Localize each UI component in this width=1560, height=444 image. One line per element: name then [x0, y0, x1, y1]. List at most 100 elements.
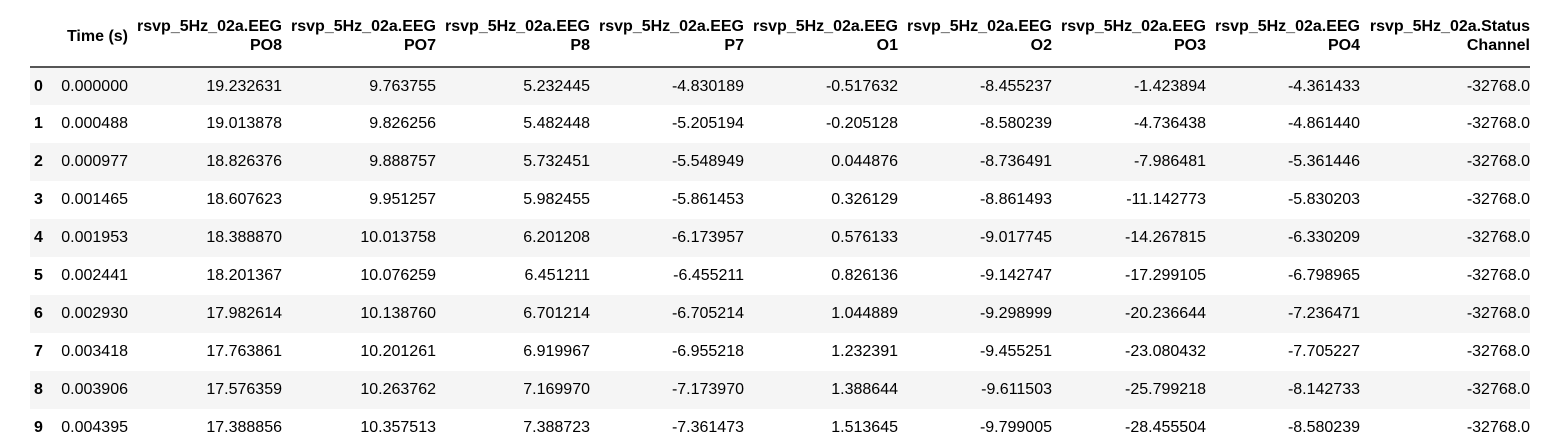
table-cell: -6.705214	[671, 305, 744, 322]
table-cell: -6.955218	[671, 343, 744, 360]
table-row: 9 0.004395 17.388856 10.357513 7.388723 -7.36…	[30, 409, 1530, 444]
table-cell: 1.044889	[831, 305, 898, 322]
table-cell: -23.080432	[1125, 343, 1206, 360]
column-header: rsvp_5Hz_02a.EEG P7	[590, 6, 744, 68]
table-cell: -8.736491	[979, 153, 1052, 170]
row-index: 6	[34, 305, 43, 322]
table-cell: 18.201367	[206, 267, 282, 284]
table-cell: -32768.0	[1466, 77, 1530, 95]
table-cell: -4.736438	[1133, 115, 1206, 132]
table-body: 0 0.000000 19.232631 9.763755 5.232445 -4.830…	[30, 67, 1530, 444]
table-cell: 10.138760	[360, 305, 436, 322]
index-corner-header	[30, 6, 50, 68]
table-row: 5 0.002441 18.201367 10.076259 6.451211 -6.45…	[30, 257, 1530, 295]
table-cell: 6.201208	[523, 229, 590, 246]
row-index: 1	[34, 115, 43, 132]
table-row: 3 0.001465 18.607623 9.951257 5.982455 -5.861…	[30, 181, 1530, 219]
row-index: 8	[34, 381, 43, 398]
row-index: 3	[34, 191, 43, 208]
column-header-line: O1	[876, 37, 898, 54]
table-cell: 0.000000	[61, 77, 128, 95]
table-cell: -4.861440	[1287, 115, 1360, 132]
column-header-line: O2	[1030, 37, 1052, 54]
table-cell: 6.701214	[523, 305, 590, 322]
table-row: 8 0.003906 17.576359 10.263762 7.169970 -7.17…	[30, 371, 1530, 409]
table-cell: -6.798965	[1287, 267, 1360, 284]
table-cell: -5.830203	[1287, 191, 1360, 208]
column-header-line: rsvp_5Hz_02a.EEG	[1061, 18, 1206, 35]
table-cell: 10.357513	[360, 419, 436, 436]
table-cell: 10.013758	[360, 229, 436, 246]
column-header: rsvp_5Hz_02a.Status Channel	[1360, 6, 1530, 68]
table-cell: 0.326129	[831, 191, 898, 208]
table-cell: -6.455211	[673, 267, 744, 284]
table-cell: -9.298999	[979, 305, 1052, 322]
table-cell: 7.169970	[523, 381, 590, 398]
table-cell: -7.361473	[671, 419, 744, 436]
table-cell: 5.482448	[523, 115, 590, 132]
table-cell: -32768.0	[1466, 191, 1530, 208]
column-header-line: Time (s)	[66, 27, 128, 45]
table-cell: -8.142733	[1287, 381, 1360, 398]
table-row: 0 0.000000 19.232631 9.763755 5.232445 -4.830…	[30, 67, 1530, 105]
table-row: 2 0.000977 18.826376 9.888757 5.732451 -5.548…	[30, 143, 1530, 181]
table-cell: -32768.0	[1466, 267, 1530, 284]
table-cell: -4.361433	[1287, 77, 1360, 95]
table-cell: -32768.0	[1466, 419, 1530, 436]
table-cell: 6.451211	[524, 267, 590, 284]
table-cell: 0.003906	[61, 381, 128, 398]
column-header: rsvp_5Hz_02a.EEG PO7	[282, 6, 436, 68]
table-cell: 17.982614	[206, 305, 282, 322]
table-cell: -7.705227	[1287, 343, 1360, 360]
table-cell: 9.888757	[369, 153, 436, 170]
table-cell: -9.455251	[979, 343, 1052, 360]
row-index: 2	[34, 153, 43, 170]
table-row: 1 0.000488 19.013878 9.826256 5.482448 -5.205…	[30, 105, 1530, 143]
table-cell: -32768.0	[1466, 381, 1530, 398]
table-cell: -6.330209	[1287, 229, 1360, 246]
table-cell: 18.388870	[206, 229, 282, 246]
column-header: rsvp_5Hz_02a.EEG PO8	[128, 6, 282, 68]
table-cell: 17.763861	[206, 343, 282, 360]
table-cell: -6.173957	[671, 229, 744, 246]
table-cell: 18.607623	[206, 191, 282, 208]
column-header-line: PO8	[249, 37, 282, 54]
column-header-line: PO7	[403, 37, 436, 54]
column-header-line: rsvp_5Hz_02a.EEG	[1215, 18, 1360, 35]
column-header: rsvp_5Hz_02a.EEG P8	[436, 6, 590, 68]
table-cell: 17.388856	[206, 419, 282, 436]
column-header: Time (s)	[50, 6, 128, 68]
table-cell: 0.002441	[61, 267, 128, 284]
table-cell: -7.236471	[1287, 305, 1360, 322]
table-cell: -7.173970	[671, 381, 744, 398]
table-cell: -4.830189	[671, 77, 744, 95]
table-cell: 0.001953	[61, 229, 128, 246]
row-index: 9	[34, 419, 43, 436]
column-header-line: rsvp_5Hz_02a.EEG	[445, 18, 590, 35]
table-cell: 10.076259	[360, 267, 436, 284]
table-cell: 19.013878	[206, 115, 282, 132]
table-cell: -9.799005	[979, 419, 1052, 436]
table-cell: -9.611503	[981, 381, 1052, 398]
table-cell: 9.951257	[369, 191, 436, 208]
column-header-line: PO4	[1327, 37, 1360, 54]
table-cell: -32768.0	[1466, 153, 1530, 170]
table-cell: 0.002930	[61, 305, 128, 322]
table-cell: 9.826256	[369, 115, 436, 132]
table-cell: -32768.0	[1466, 229, 1530, 246]
table-cell: -25.799218	[1125, 381, 1206, 398]
table-cell: 7.388723	[523, 419, 590, 436]
table-cell: 5.982455	[523, 191, 590, 208]
table-cell: -5.361446	[1287, 153, 1360, 170]
table-cell: 0.004395	[61, 419, 128, 436]
table-cell: -8.580239	[1287, 419, 1360, 436]
table-cell: -32768.0	[1466, 115, 1530, 132]
table-row: 6 0.002930 17.982614 10.138760 6.701214 -6.70…	[30, 295, 1530, 333]
table-cell: 1.388644	[831, 381, 898, 398]
table-cell: -7.986481	[1133, 153, 1206, 170]
table-cell: -32768.0	[1466, 305, 1530, 322]
header-row: Time (s) rsvp_5Hz_02a.EEG PO8 rsvp_5Hz_02a.…	[30, 6, 1530, 68]
column-header-line: Channel	[1466, 37, 1530, 54]
column-header: rsvp_5Hz_02a.EEG O2	[898, 6, 1052, 68]
